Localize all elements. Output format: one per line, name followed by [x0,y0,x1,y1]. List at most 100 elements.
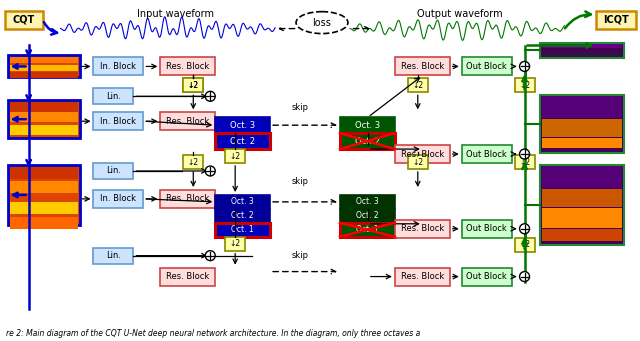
FancyBboxPatch shape [225,237,245,251]
Text: Lin.: Lin. [106,92,121,101]
FancyBboxPatch shape [215,209,270,223]
FancyBboxPatch shape [340,133,395,149]
FancyBboxPatch shape [541,119,622,137]
FancyBboxPatch shape [541,53,622,57]
Text: Out Block: Out Block [467,62,507,71]
Text: Input waveform: Input waveform [137,9,214,19]
FancyBboxPatch shape [93,112,143,130]
FancyBboxPatch shape [515,155,534,169]
Text: In. Block: In. Block [100,117,136,126]
FancyBboxPatch shape [395,58,450,75]
Ellipse shape [296,12,348,33]
FancyBboxPatch shape [183,155,204,169]
FancyBboxPatch shape [215,133,270,149]
Text: Output waveform: Output waveform [417,9,502,19]
FancyBboxPatch shape [461,58,511,75]
FancyBboxPatch shape [10,181,77,193]
Circle shape [205,166,215,176]
Text: ↓2: ↓2 [230,151,241,161]
Text: ↓2: ↓2 [188,81,199,90]
FancyBboxPatch shape [10,65,77,71]
Text: Oct. 3: Oct. 3 [355,121,380,130]
Circle shape [520,61,529,71]
FancyBboxPatch shape [10,125,77,135]
Text: skip: skip [292,251,308,260]
FancyBboxPatch shape [541,138,622,148]
Text: ↓2: ↓2 [412,158,423,166]
FancyBboxPatch shape [161,190,215,208]
FancyBboxPatch shape [541,208,622,228]
FancyBboxPatch shape [340,195,395,209]
Text: ↓2: ↓2 [188,81,199,90]
Text: ↓2: ↓2 [519,240,530,249]
FancyBboxPatch shape [541,48,622,53]
Text: Res. Block: Res. Block [401,150,444,159]
FancyBboxPatch shape [541,44,622,47]
FancyBboxPatch shape [93,88,133,104]
Text: CQT: CQT [13,15,35,25]
Text: Res. Block: Res. Block [166,194,209,203]
FancyBboxPatch shape [395,268,450,285]
FancyBboxPatch shape [93,163,133,179]
FancyBboxPatch shape [161,112,215,130]
FancyBboxPatch shape [541,166,622,188]
FancyBboxPatch shape [8,56,79,77]
FancyBboxPatch shape [541,189,622,207]
FancyBboxPatch shape [8,100,79,138]
FancyBboxPatch shape [10,112,77,122]
Text: ↓2: ↓2 [230,239,241,248]
Text: skip: skip [292,177,308,187]
Text: Res. Block: Res. Block [401,224,444,233]
FancyBboxPatch shape [215,223,270,237]
FancyBboxPatch shape [340,209,395,223]
FancyBboxPatch shape [161,58,215,75]
FancyBboxPatch shape [183,78,204,92]
FancyBboxPatch shape [461,220,511,238]
Circle shape [520,149,529,159]
Text: Oct. 1: Oct. 1 [356,225,379,234]
Text: skip: skip [292,103,308,112]
FancyBboxPatch shape [93,190,143,208]
Text: Oct. 2: Oct. 2 [355,137,380,146]
Text: ↓2: ↓2 [412,81,423,90]
Text: Lin.: Lin. [106,166,121,176]
FancyBboxPatch shape [93,248,133,264]
Circle shape [205,91,215,101]
FancyBboxPatch shape [515,78,534,92]
FancyBboxPatch shape [10,217,77,229]
FancyBboxPatch shape [340,223,395,237]
FancyBboxPatch shape [541,229,622,241]
Text: loss: loss [312,18,332,28]
FancyBboxPatch shape [10,202,77,214]
FancyBboxPatch shape [215,195,270,209]
Text: Out Block: Out Block [467,272,507,281]
Text: Oct. 2: Oct. 2 [230,137,255,146]
FancyBboxPatch shape [10,167,77,179]
Text: Res. Block: Res. Block [401,62,444,71]
FancyBboxPatch shape [161,268,215,285]
Text: Out Block: Out Block [467,150,507,159]
Circle shape [205,251,215,261]
Text: Oct. 3: Oct. 3 [230,121,255,130]
Text: Oct. 2: Oct. 2 [231,211,254,220]
FancyBboxPatch shape [408,155,428,169]
Text: Res. Block: Res. Block [401,272,444,281]
Circle shape [520,224,529,234]
Text: Oct. 3: Oct. 3 [356,197,379,206]
FancyBboxPatch shape [10,102,77,112]
Text: re 2: Main diagram of the CQT U-Net deep neural network architecture. In the dia: re 2: Main diagram of the CQT U-Net deep… [6,329,420,338]
Text: ICQT: ICQT [604,15,629,25]
Text: Oct. 2: Oct. 2 [356,211,379,220]
Text: Res. Block: Res. Block [166,62,209,71]
Text: Out Block: Out Block [467,224,507,233]
FancyBboxPatch shape [93,58,143,75]
Text: ↓2: ↓2 [519,81,530,90]
FancyBboxPatch shape [540,165,625,245]
Text: Lin.: Lin. [106,251,121,260]
Text: Res. Block: Res. Block [166,272,209,281]
FancyBboxPatch shape [225,149,245,163]
Circle shape [520,271,529,282]
FancyBboxPatch shape [395,220,450,238]
FancyBboxPatch shape [408,78,428,92]
FancyBboxPatch shape [395,145,450,163]
